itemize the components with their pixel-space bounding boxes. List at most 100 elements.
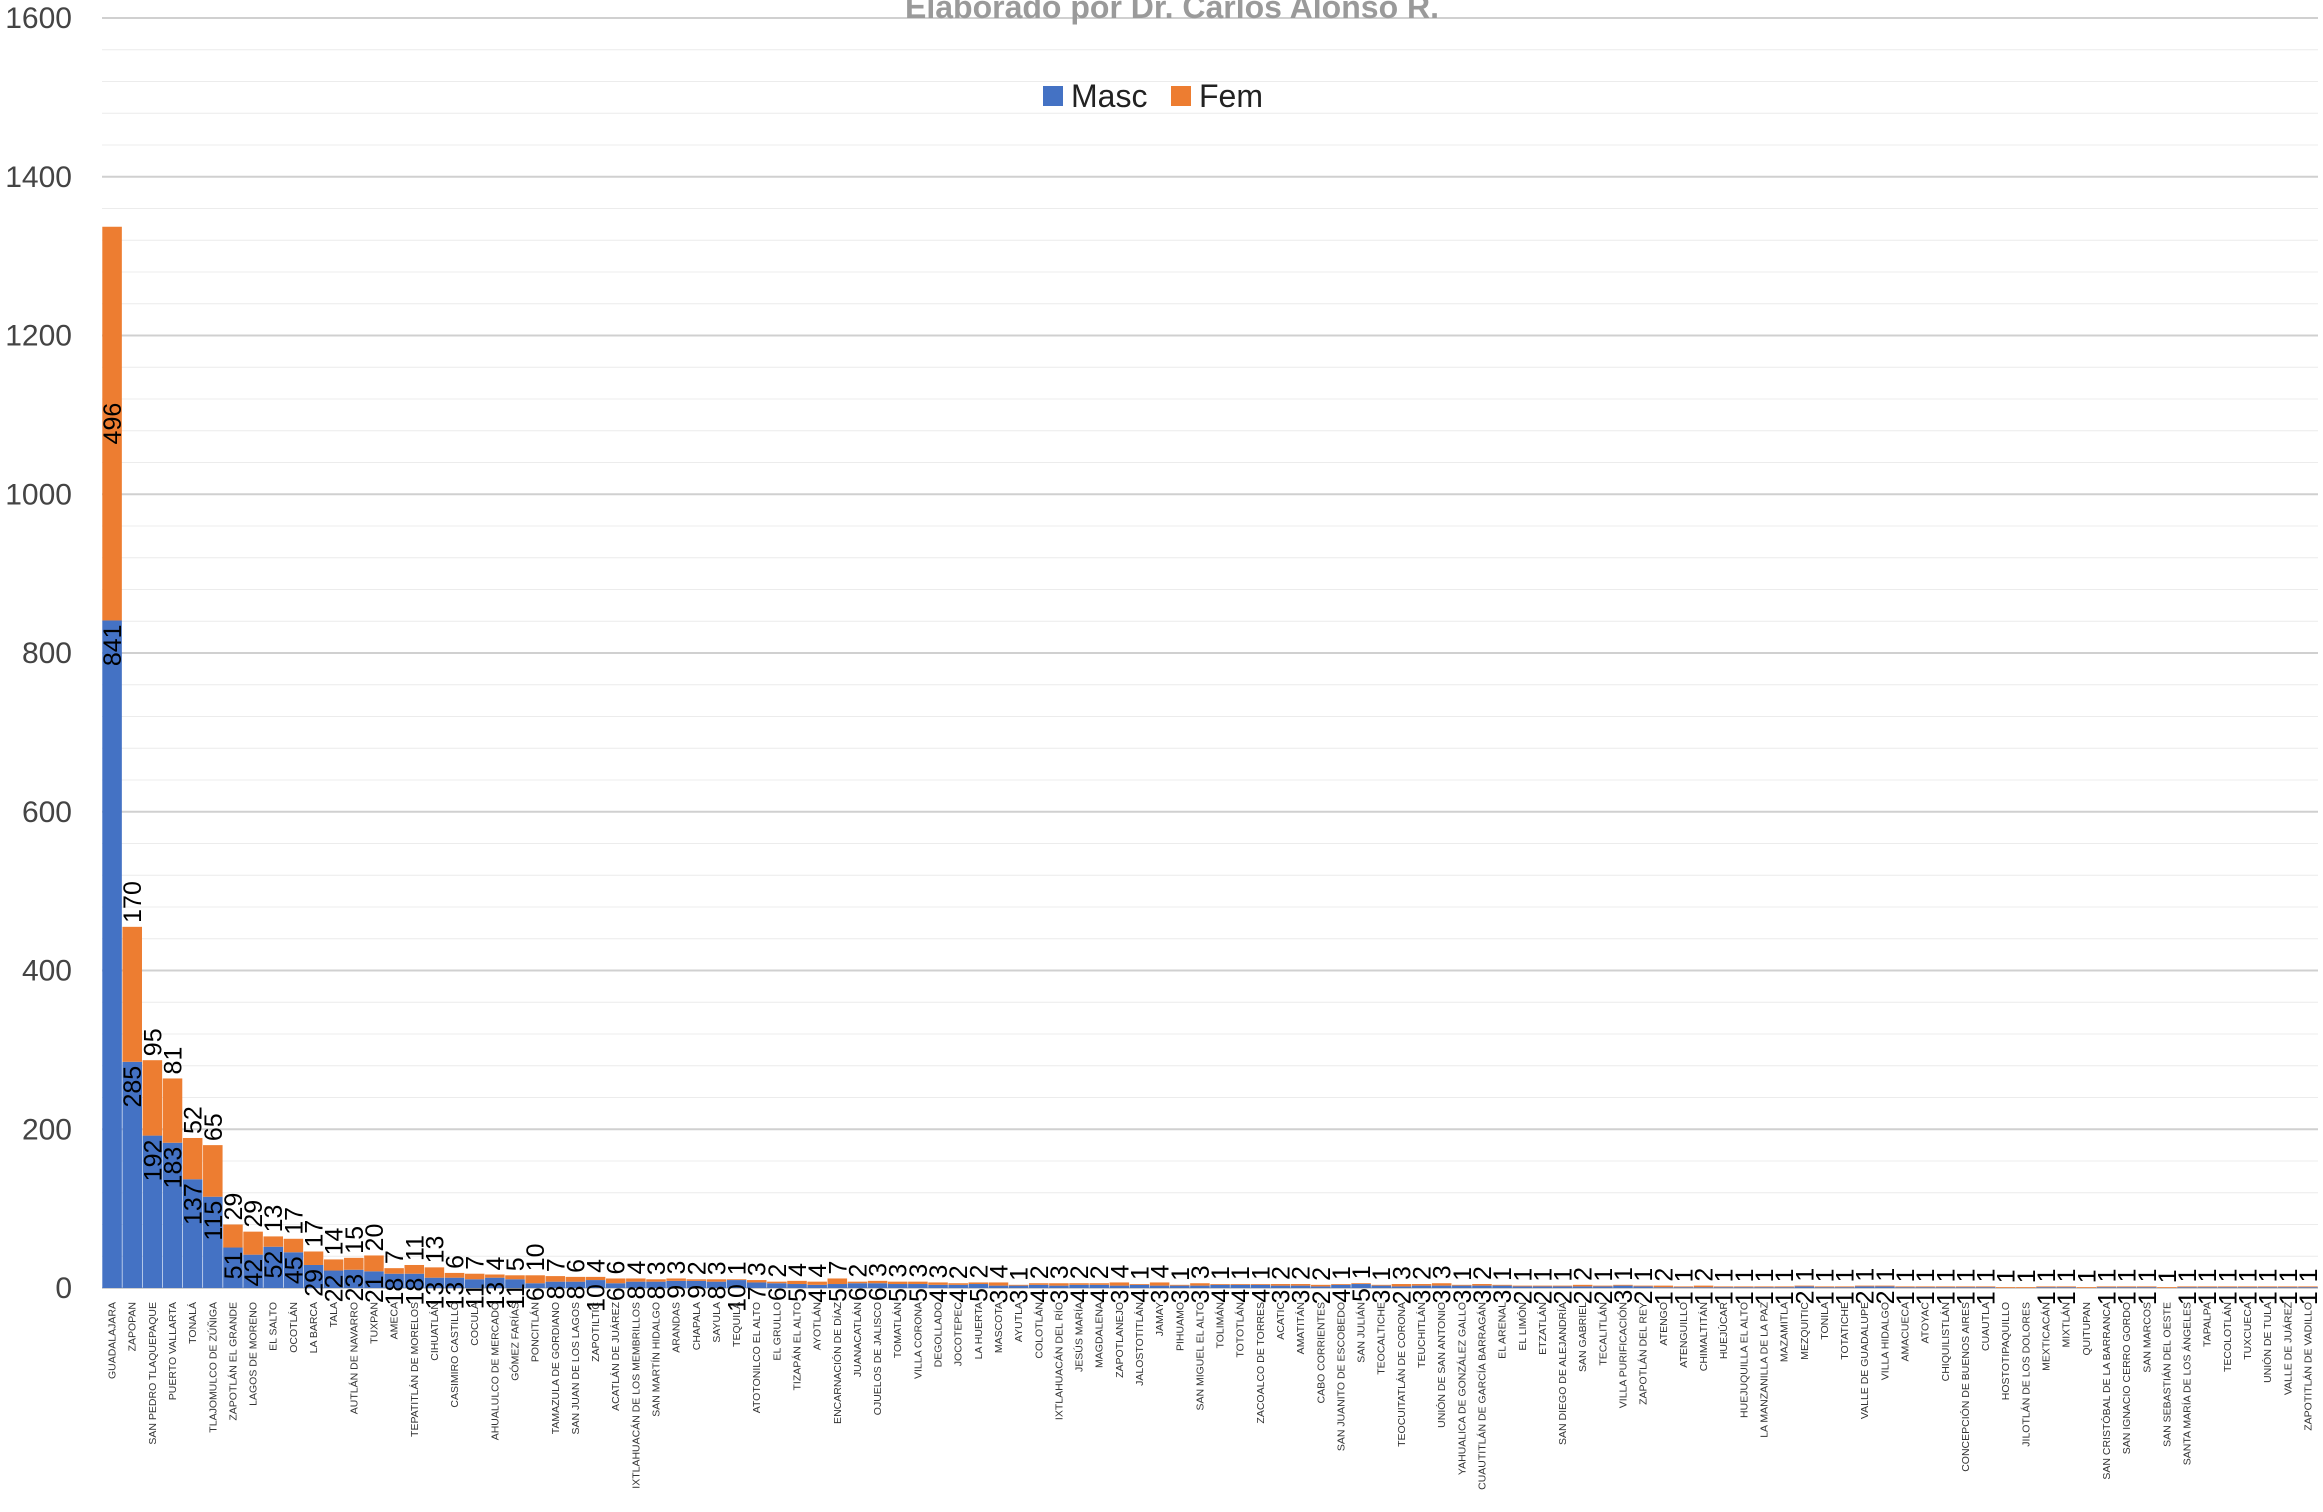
bar-masc [605,1283,626,1288]
bar-masc [1814,1287,1835,1288]
x-tick-label: CUAUTITLÁN DE GARCÍA BARRAGÁN [1475,1302,1488,1490]
data-label-fem: 81 [160,1047,188,1075]
data-label-masc: 1 [1932,1291,1960,1305]
data-label-fem: 4 [985,1264,1013,1278]
data-label-masc: 10 [583,1284,611,1312]
data-label-masc: 285 [119,1066,147,1108]
x-tick-label: SANTA MARÍA DE LOS ÁNGELES [2181,1302,2194,1465]
data-label-fem: 2 [1409,1266,1437,1280]
bar-fem [364,1255,384,1272]
bar-fem [1230,1284,1250,1285]
data-label-masc: 23 [341,1274,369,1302]
bar-series [102,226,2318,1288]
bar-masc [787,1284,807,1288]
bar-masc [364,1271,384,1288]
data-label-fem: 1 [1872,1268,1900,1282]
x-tick-label: EL GRULLO [771,1302,783,1361]
bar-fem [182,1137,203,1180]
data-label-fem: 1 [1610,1267,1638,1281]
bar-masc [1613,1285,1633,1288]
bar-fem [1593,1285,1613,1287]
x-tick-label: OJUELOS DE JALISCO [872,1302,884,1415]
data-label-masc: 6 [865,1287,893,1301]
x-tick-label: IXTLAHUACÁN DE LOS MEMBRILLOS [629,1302,642,1489]
data-label-fem: 1 [1247,1266,1275,1280]
data-label-masc: 9 [683,1285,711,1299]
bar-masc [182,1179,203,1288]
bar-fem [1995,1287,2016,1288]
data-label-fem: 1 [1449,1267,1477,1281]
data-label-fem: 3 [703,1261,731,1275]
bar-fem [827,1278,848,1285]
bar-masc [2278,1287,2298,1288]
data-label-masc: 3 [1449,1290,1477,1304]
bar-fem [122,926,142,1062]
data-label-fem: 13 [260,1205,288,1233]
bar-fem [2036,1286,2056,1288]
x-tick-label: VILLA HIDALGO [1879,1302,1891,1380]
data-label-fem: 15 [341,1226,369,1254]
data-label-masc: 2 [1550,1290,1578,1304]
bar-fem [1492,1284,1512,1286]
data-label-masc: 1 [1771,1291,1799,1305]
bar-fem [1875,1285,1895,1287]
bar-fem [1109,1282,1130,1286]
data-label-masc: 3 [1469,1290,1497,1304]
data-label-fem: 1 [2093,1269,2121,1283]
bar-fem [485,1274,505,1278]
data-label-masc: 51 [220,1252,248,1280]
y-tick-label: 1400 [5,161,72,194]
bar-masc [1935,1287,1956,1288]
x-tick-label: EL LIMÓN [1516,1302,1529,1351]
data-label-fem: 7 [462,1256,490,1270]
data-label-masc: 5 [905,1288,933,1302]
x-tick-label: MASCOTA [993,1302,1005,1353]
data-label-masc: 2 [1570,1290,1598,1304]
data-label-fem: 170 [119,881,147,923]
bar-fem [203,1145,223,1197]
data-label-masc: 3 [1006,1290,1034,1304]
x-tick-label: MAZAMITLA [1779,1302,1791,1362]
bar-masc [746,1282,767,1288]
x-tick-label: ATENGUILLO [1678,1302,1690,1368]
data-label-fem: 1 [1590,1268,1618,1282]
bar-fem [263,1236,284,1247]
bar-fem [1613,1284,1633,1286]
bar-fem [464,1273,485,1280]
bar-masc [928,1284,948,1288]
data-label-fem: 1 [1368,1267,1396,1281]
x-tick-label: VILLA CORONA [912,1302,924,1379]
bar-fem [2177,1286,2197,1288]
data-label-fem: 95 [139,1028,167,1056]
bar-fem [1572,1284,1593,1287]
bar-fem [767,1281,787,1284]
data-label-fem: 20 [361,1224,389,1252]
bar-masc [1512,1286,1533,1288]
data-label-fem: 1 [1006,1267,1034,1281]
data-label-masc: 6 [844,1287,872,1301]
data-label-masc: 1 [2214,1291,2242,1305]
bar-masc [1230,1284,1250,1288]
data-label-masc: 22 [321,1275,349,1303]
data-label-fem: 7 [381,1250,409,1264]
x-tick-label: COLOTLÁN [1032,1302,1045,1359]
bar-masc [1895,1287,1915,1288]
data-label-fem: 1 [1973,1269,2001,1283]
x-tick-label: TOTATICHE [1839,1302,1851,1360]
data-label-masc: 52 [260,1251,288,1279]
x-tick-label: GUADALAJARA [107,1302,119,1379]
x-tick-label: JESÚS MARÍA [1073,1302,1086,1372]
data-label-masc: 1 [2275,1291,2303,1305]
data-label-fem: 1 [2295,1269,2323,1283]
bar-masc [323,1270,344,1288]
bar-fem [102,226,122,621]
data-label-masc: 4 [1066,1289,1094,1303]
data-label-masc: 4 [1328,1289,1356,1303]
bar-masc [1290,1285,1311,1288]
bar-fem [223,1224,243,1248]
y-tick-label: 600 [22,796,72,829]
bar-masc [485,1277,505,1288]
bar-masc [444,1277,465,1288]
data-label-masc: 1 [1912,1291,1940,1305]
x-tick-label: JOCOTEPEC [953,1302,965,1367]
